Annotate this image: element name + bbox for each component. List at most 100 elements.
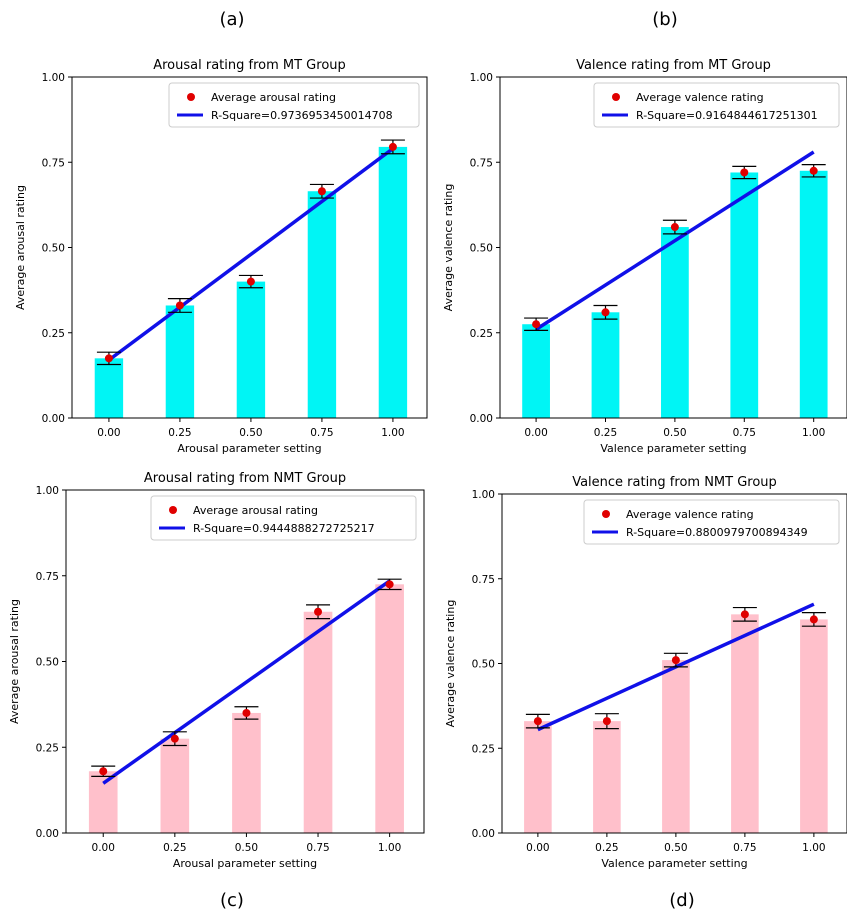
legend-label-fit: R-Square=0.9164844617251301 (636, 109, 818, 122)
x-tick-label: 1.00 (802, 427, 825, 439)
bar (524, 721, 552, 833)
y-tick-label: 1.00 (472, 489, 495, 501)
bar (307, 191, 337, 418)
x-axis-label: Arousal parameter setting (177, 442, 321, 455)
chart-title: Valence rating from NMT Group (572, 475, 777, 490)
y-tick-label: 1.00 (470, 72, 493, 84)
legend-box (168, 82, 420, 128)
chart-title: Valence rating from MT Group (576, 58, 771, 73)
legend: Average arousal rating R-Square=0.9444888… (150, 495, 417, 541)
y-axis-label: Average valence rating (444, 600, 457, 728)
data-point (671, 656, 680, 665)
y-tick-label: 1.00 (36, 485, 59, 497)
bar (591, 312, 620, 418)
bar (236, 281, 266, 418)
y-tick-label: 0.00 (470, 413, 493, 425)
data-point (388, 142, 397, 151)
fit-line (107, 147, 394, 362)
panel-label-a: (a) (219, 9, 244, 30)
bar (731, 614, 759, 833)
x-tick-label: 0.50 (235, 842, 258, 854)
y-tick-label: 0.00 (36, 828, 59, 840)
x-tick-label: 1.00 (378, 842, 401, 854)
y-tick-label: 0.50 (470, 243, 493, 255)
chart-panel-2: 0.00 0.25 0.50 0.75 1.00 0.00 0.25 0.50 0.75 1.00… (8, 471, 425, 870)
bar (661, 227, 689, 418)
x-tick-label: 0.00 (97, 427, 120, 439)
x-tick-label: 0.25 (168, 427, 191, 439)
data-point (602, 717, 611, 726)
legend-point-marker (169, 506, 177, 514)
bar (160, 738, 190, 833)
x-tick-label: 0.50 (239, 427, 262, 439)
x-tick-label: 0.75 (733, 427, 756, 439)
data-point (246, 277, 255, 286)
data-point (242, 708, 251, 717)
data-point (533, 717, 542, 726)
data-point (99, 767, 108, 776)
bar (522, 324, 550, 418)
legend: Average valence rating R-Square=0.9164844… (593, 82, 840, 128)
bar (730, 172, 759, 418)
panel-label-b: (b) (652, 9, 677, 30)
y-axis-label: Average arousal rating (14, 185, 27, 310)
x-axis-label: Valence parameter setting (600, 442, 746, 455)
legend-box (593, 82, 840, 128)
y-tick-label: 0.75 (470, 157, 493, 169)
panel-label-d: (d) (669, 890, 694, 911)
data-point (314, 607, 323, 616)
data-point (601, 308, 610, 317)
bar (165, 305, 195, 418)
x-tick-label: 0.25 (163, 842, 186, 854)
chart-panel-1: 0.00 0.25 0.50 0.75 1.00 0.00 0.25 0.50 0.75 1.00… (442, 58, 847, 455)
y-tick-label: 0.00 (42, 413, 65, 425)
x-tick-label: 0.25 (595, 842, 618, 854)
legend-label-fit: R-Square=0.9736953450014708 (211, 109, 393, 122)
bar (303, 611, 333, 833)
y-tick-label: 0.25 (472, 743, 495, 755)
chart-panel-0: 0.00 0.25 0.50 0.75 1.00 0.00 0.25 0.50 0.75 1.00… (14, 58, 428, 455)
data-point (317, 187, 326, 196)
legend-point-marker (612, 93, 620, 101)
legend-label-points: Average valence rating (636, 91, 764, 104)
legend: Average arousal rating R-Square=0.9736953… (168, 82, 420, 128)
legend-label-points: Average arousal rating (211, 91, 336, 104)
bar (593, 721, 621, 833)
data-point (385, 580, 394, 589)
x-tick-label: 0.25 (594, 427, 617, 439)
data-point (532, 320, 541, 329)
data-point (740, 168, 749, 177)
data-point (670, 223, 679, 232)
x-tick-label: 0.75 (306, 842, 329, 854)
y-tick-label: 0.25 (36, 742, 59, 754)
y-tick-label: 0.75 (42, 157, 65, 169)
data-point (170, 734, 179, 743)
bar (94, 358, 124, 418)
x-tick-label: 0.50 (663, 427, 686, 439)
y-tick-label: 0.50 (472, 659, 495, 671)
y-tick-label: 0.75 (472, 574, 495, 586)
x-tick-label: 0.50 (664, 842, 687, 854)
chart-panel-3: 0.00 0.25 0.50 0.75 1.00 0.00 0.25 0.50 0.75 1.00… (444, 475, 847, 870)
data-point (175, 301, 184, 310)
x-tick-label: 0.00 (92, 842, 115, 854)
legend-box (583, 499, 840, 545)
y-tick-label: 0.75 (36, 571, 59, 583)
chart-title: Arousal rating from NMT Group (144, 471, 346, 486)
bar (232, 712, 261, 833)
legend: Average valence rating R-Square=0.8800979… (583, 499, 840, 545)
y-tick-label: 0.50 (36, 657, 59, 669)
legend-point-marker (187, 93, 195, 101)
legend-label-fit: R-Square=0.9444888272725217 (193, 522, 375, 535)
x-tick-label: 1.00 (381, 427, 404, 439)
bar (662, 660, 690, 833)
y-axis-label: Average arousal rating (8, 599, 21, 724)
legend-label-fit: R-Square=0.8800979700894349 (626, 526, 808, 539)
panel-label-c: (c) (220, 890, 244, 911)
y-tick-label: 0.25 (470, 328, 493, 340)
bar (375, 584, 404, 833)
x-tick-label: 0.75 (310, 427, 333, 439)
chart-title: Arousal rating from MT Group (153, 58, 346, 73)
x-axis-label: Valence parameter setting (601, 857, 747, 870)
y-tick-label: 0.50 (42, 243, 65, 255)
